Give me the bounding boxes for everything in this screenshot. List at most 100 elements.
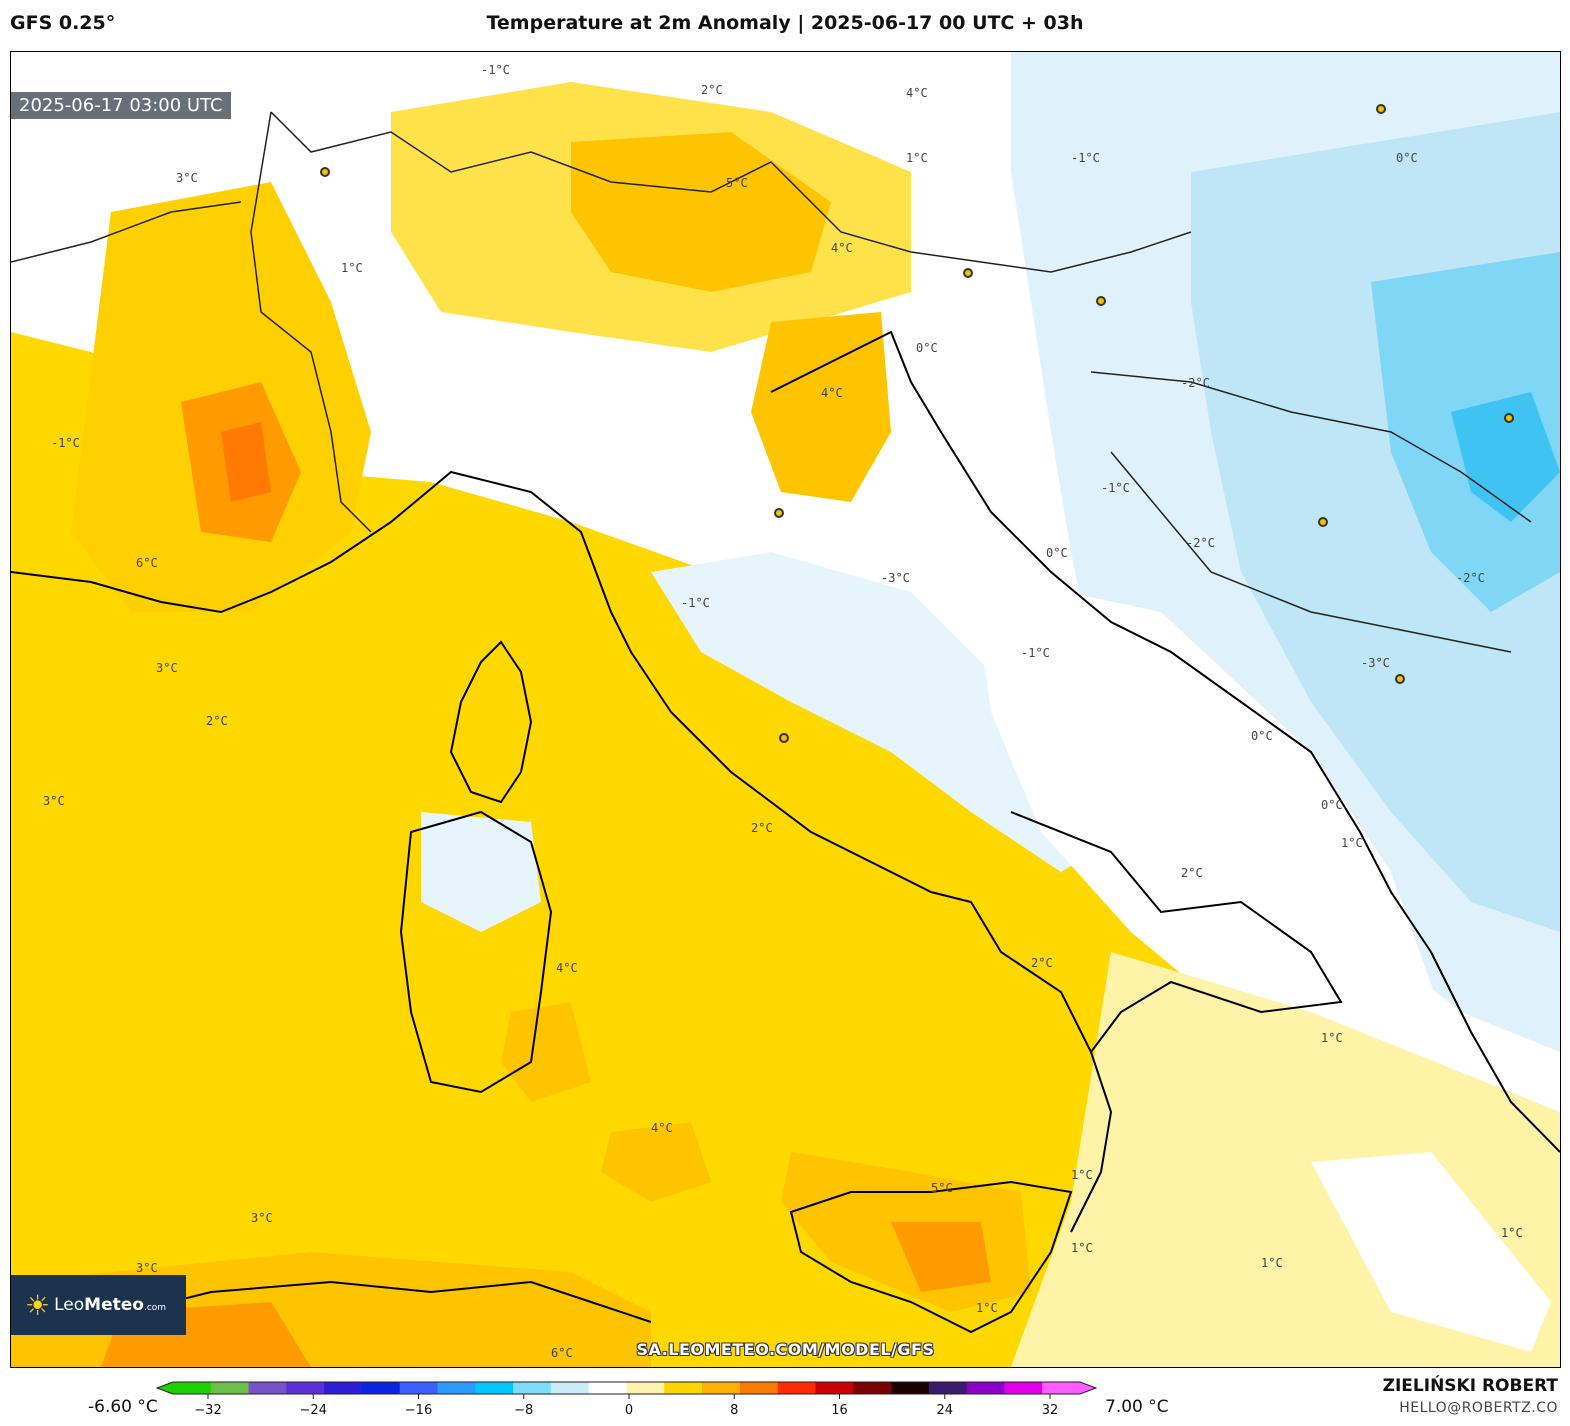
- colorbar: −32 −24 −16 −8 0 8 16 24 32: [155, 1381, 1098, 1418]
- neutral-adriatic: [971, 572, 1560, 1152]
- contour-label: 4°C: [831, 241, 853, 255]
- contour-label: 1°C: [1261, 1256, 1283, 1270]
- contour-label: 0°C: [1321, 798, 1343, 812]
- contour-label: 2°C: [701, 83, 723, 97]
- author-email: HELLO@ROBERTZ.CO: [1399, 1400, 1558, 1416]
- colorbar-tick-label: −8: [514, 1403, 533, 1418]
- contour-label: 4°C: [556, 961, 578, 975]
- colorbar-max-label: 7.00 °C: [1105, 1397, 1169, 1417]
- cold-core: [1451, 392, 1560, 522]
- colorbar-segment: [550, 1382, 590, 1394]
- warm-france-peak: [221, 422, 271, 502]
- colorbar-segment: [437, 1382, 476, 1394]
- colorbar-min-label: -6.60 °C: [88, 1397, 158, 1417]
- colorbar-segment: [475, 1382, 514, 1394]
- contour-label: 2°C: [1031, 956, 1053, 970]
- contour-label: 6°C: [136, 556, 158, 570]
- contour-label: 2°C: [206, 714, 228, 728]
- contour-label: 0°C: [1046, 546, 1068, 560]
- colorbar-segment: [702, 1382, 741, 1394]
- contour-label: -1°C: [481, 63, 510, 77]
- warm-sicily-core: [891, 1222, 991, 1292]
- colorbar-segment: [891, 1382, 930, 1394]
- contour-label: 4°C: [651, 1121, 673, 1135]
- colorbar-segment: [739, 1382, 779, 1394]
- colorbar-segment: [1004, 1382, 1043, 1394]
- colorbar-segment: [324, 1382, 363, 1394]
- contour-label: -1°C: [1101, 481, 1130, 495]
- contour-label: 0°C: [1251, 729, 1273, 743]
- colorbar-outline: [155, 1381, 1098, 1395]
- contour-label: 1°C: [1071, 1241, 1093, 1255]
- contour-label: -2°C: [1186, 536, 1215, 550]
- model-name: GFS 0.25°: [10, 12, 116, 34]
- contour-label: 1°C: [1341, 836, 1363, 850]
- contour-label: -1°C: [51, 436, 80, 450]
- cold-field-italy: [651, 552, 1111, 872]
- contour-label: -2°C: [1456, 571, 1485, 585]
- contour-label: 2°C: [1181, 866, 1203, 880]
- logo-text: LeoMeteo.com: [54, 1295, 167, 1315]
- colorbar-segment: [966, 1382, 1005, 1394]
- colorbar-segment: [626, 1382, 665, 1394]
- colorbar-segment: [361, 1382, 401, 1394]
- colorbar-segment: [399, 1382, 439, 1394]
- contour-label: 1°C: [1501, 1226, 1523, 1240]
- leometeo-logo: ☀ LeoMeteo.com: [11, 1275, 186, 1335]
- contour-label: 1°C: [1321, 1031, 1343, 1045]
- contour-label: 4°C: [906, 86, 928, 100]
- colorbar-segment: [928, 1382, 968, 1394]
- colorbar-segment: [853, 1382, 892, 1394]
- contour-label: -2°C: [1181, 376, 1210, 390]
- contour-label: 3°C: [156, 661, 178, 675]
- colorbar-segment: [777, 1382, 816, 1394]
- colorbar-tick-label: 32: [1042, 1403, 1059, 1418]
- contour-label: 2°C: [751, 821, 773, 835]
- colorbar-segment: [815, 1382, 854, 1394]
- contour-labels: -1°C 2°C 4°C 5°C 1°C 3°C 1°C -1°C 4°C 4°…: [43, 63, 1523, 1360]
- colorbar-tick-label: 8: [730, 1403, 738, 1418]
- colorbar-segment: [664, 1382, 703, 1394]
- contour-label: -1°C: [681, 596, 710, 610]
- colorbar-left-arrow: [157, 1382, 173, 1394]
- contour-label: 1°C: [976, 1301, 998, 1315]
- source-watermark: SA.LEOMETEO.COM/MODEL/GFS: [636, 1340, 935, 1359]
- cold-sardinia: [421, 812, 541, 932]
- colorbar-tick-label: −24: [300, 1403, 327, 1418]
- colorbar-segment: [248, 1382, 287, 1394]
- warm-adriatic-north: [751, 312, 891, 502]
- contour-label: 3°C: [136, 1261, 158, 1275]
- chart-title: Temperature at 2m Anomaly | 2025-06-17 0…: [486, 12, 1084, 34]
- contour-label: 6°C: [551, 1346, 573, 1360]
- colorbar-segment: [210, 1382, 250, 1394]
- colorbar-tick-label: −32: [194, 1403, 221, 1418]
- contour-label: -1°C: [1021, 646, 1050, 660]
- colorbar-tick-label: 0: [625, 1403, 633, 1418]
- contour-label: 1°C: [341, 261, 363, 275]
- contour-label: 5°C: [931, 1181, 953, 1195]
- colorbar-segment: [286, 1382, 325, 1394]
- contour-label: 0°C: [1396, 151, 1418, 165]
- contour-label: 0°C: [916, 341, 938, 355]
- contour-label: -3°C: [1361, 656, 1390, 670]
- contour-label: 1°C: [1071, 1168, 1093, 1182]
- colorbar-tick-label: 16: [831, 1403, 848, 1418]
- country-borders: [11, 111, 1532, 653]
- author-name: ZIELIŃSKI ROBERT: [1382, 1376, 1558, 1396]
- coastlines: [11, 330, 1560, 1334]
- warm-sardinia-pocket: [501, 1002, 591, 1102]
- colorbar-segment: [173, 1382, 212, 1394]
- contour-label: -3°C: [881, 571, 910, 585]
- contour-label: 5°C: [726, 176, 748, 190]
- anomaly-map[interactable]: -1°C 2°C 4°C 5°C 1°C 3°C 1°C -1°C 4°C 4°…: [10, 51, 1561, 1368]
- contour-label: 1°C: [906, 151, 928, 165]
- colorbar-tick-label: 24: [936, 1403, 953, 1418]
- colorbar-segment: [513, 1382, 552, 1394]
- contour-label: 3°C: [43, 794, 65, 808]
- neutral-ionian: [1311, 1152, 1551, 1352]
- colorbar-segment: [1042, 1382, 1081, 1394]
- warm-alps-core: [571, 132, 831, 292]
- warm-tyrrhenian-pocket: [601, 1122, 711, 1202]
- contour-label: -1°C: [1071, 151, 1100, 165]
- city-markers: [320, 104, 1514, 743]
